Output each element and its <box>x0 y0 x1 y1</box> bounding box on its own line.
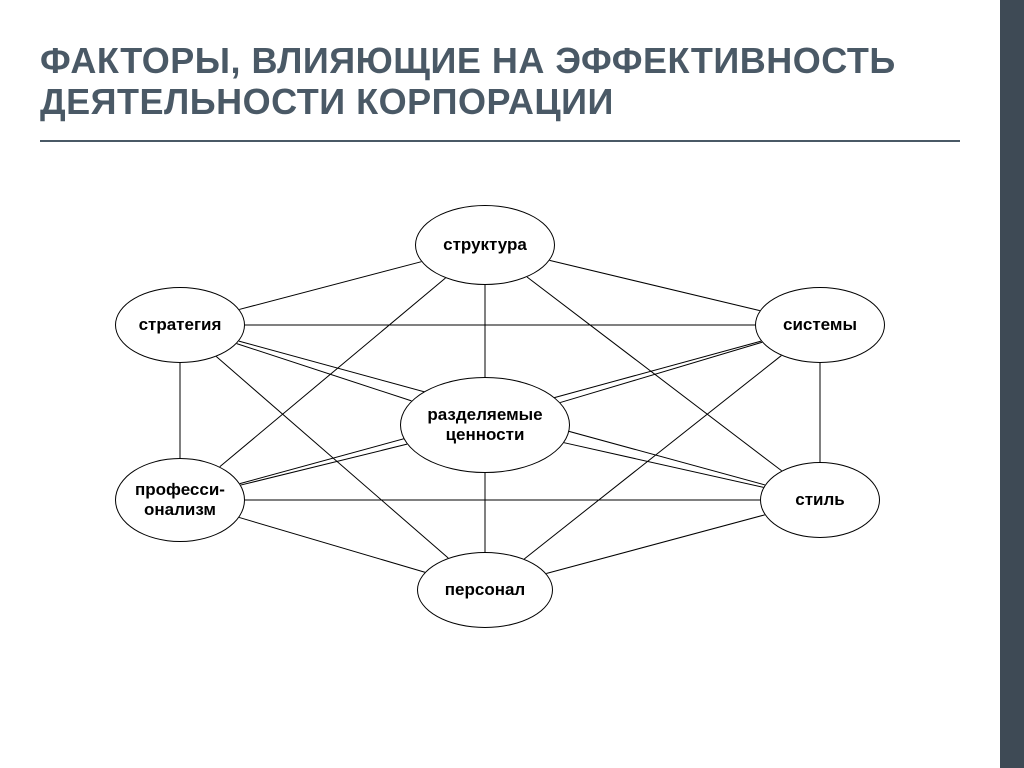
diagram-node-sistemy: системы <box>755 287 885 363</box>
diagram-edge <box>524 356 781 559</box>
diagram-node-personal: персонал <box>417 552 553 628</box>
slide: { "layout": { "width": 1024, "height": 7… <box>0 0 1024 768</box>
diagram-edge <box>564 443 763 488</box>
diagram-node-struktura: структура <box>415 205 555 285</box>
diagram-edge <box>239 517 425 572</box>
diagram-edge <box>546 515 764 574</box>
diagram-edge <box>560 342 762 402</box>
diagram-node-stil: стиль <box>760 462 880 538</box>
diagram-node-profess: професси- онализм <box>115 458 245 542</box>
diagram-node-tsennosti: разделяемые ценности <box>400 377 570 473</box>
diagram-edge <box>239 262 421 310</box>
diagram-edge <box>550 260 760 310</box>
diagram-node-strategiya: стратегия <box>115 287 245 363</box>
network-diagram: структура стратегия системы разделяемые цен… <box>0 0 1024 768</box>
diagram-edge <box>237 344 412 401</box>
diagram-edge <box>216 357 448 559</box>
diagram-edge <box>527 277 782 471</box>
